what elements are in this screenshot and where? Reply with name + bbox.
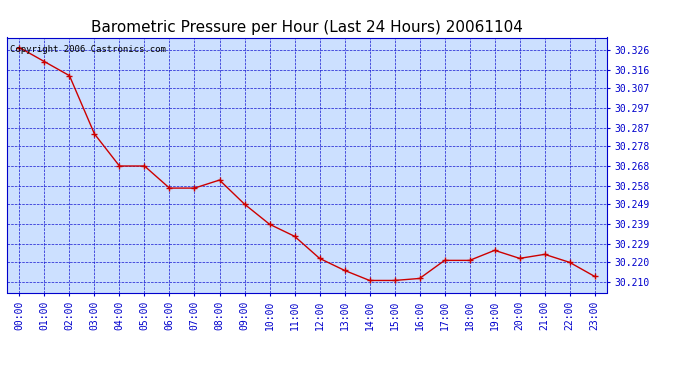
Text: Copyright 2006 Castronics.com: Copyright 2006 Castronics.com (10, 45, 166, 54)
Title: Barometric Pressure per Hour (Last 24 Hours) 20061104: Barometric Pressure per Hour (Last 24 Ho… (91, 20, 523, 35)
